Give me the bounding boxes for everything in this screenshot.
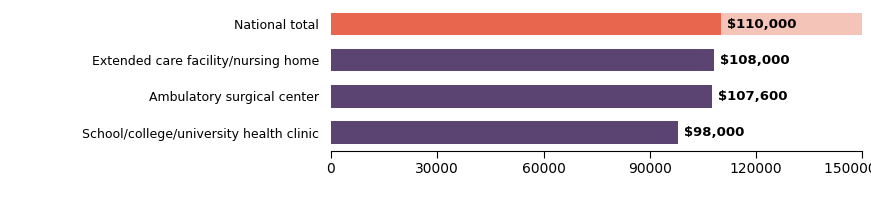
Text: $110,000: $110,000 <box>727 18 796 30</box>
Text: $98,000: $98,000 <box>685 126 745 139</box>
Bar <box>331 85 712 108</box>
Bar <box>331 121 679 144</box>
Bar <box>331 49 713 71</box>
Text: $108,000: $108,000 <box>720 54 789 67</box>
Text: $107,600: $107,600 <box>719 90 788 103</box>
Bar <box>331 13 720 35</box>
Bar <box>331 13 862 35</box>
